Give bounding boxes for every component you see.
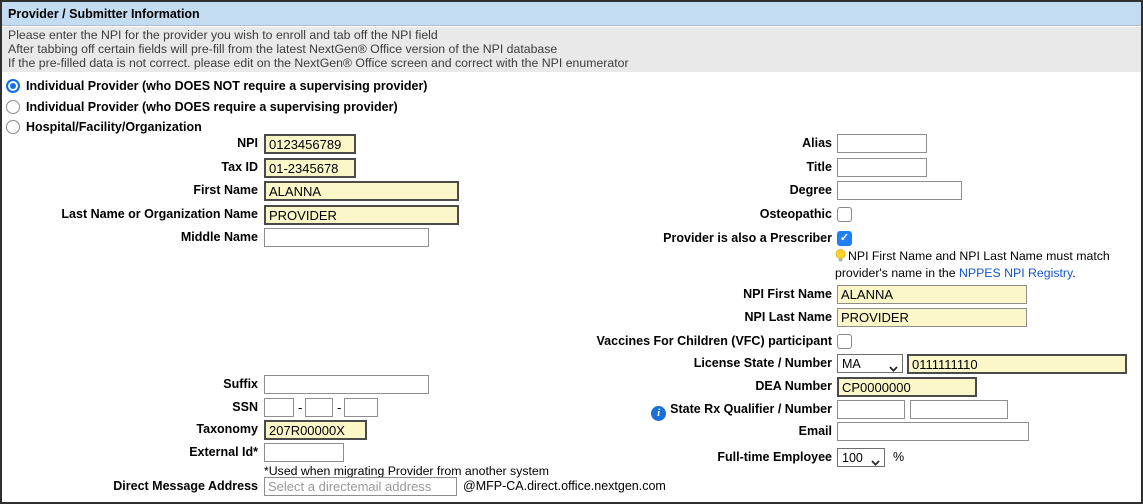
radio-button-icon[interactable] — [6, 79, 20, 93]
fte-value: 100 — [842, 450, 863, 465]
degree-label: Degree — [789, 183, 832, 197]
middle-name-label: Middle Name — [180, 230, 258, 244]
title-input[interactable] — [837, 158, 927, 177]
tax-id-label: Tax ID — [221, 160, 258, 174]
state-rx-number-input[interactable] — [910, 400, 1008, 419]
radio-button-icon[interactable] — [6, 100, 20, 114]
email-input[interactable] — [837, 422, 1029, 441]
page-title: Provider / Submitter Information — [8, 6, 200, 21]
radio-option-hospital-facility-organization[interactable]: Hospital/Facility/Organization — [6, 119, 202, 135]
instructions-block: Please enter the NPI for the provider yo… — [2, 27, 1141, 72]
npi-last-name-input[interactable] — [837, 308, 1027, 327]
direct-message-address-input[interactable] — [264, 477, 457, 496]
email-label: Email — [798, 424, 832, 438]
direct-message-domain-suffix: @MFP-CA.direct.office.nextgen.com — [463, 479, 666, 493]
fte-percent-unit: % — [893, 450, 905, 464]
npi-input[interactable] — [264, 134, 356, 154]
radio-option-individual-no-supervisor[interactable]: Individual Provider (who DOES NOT requir… — [6, 78, 427, 94]
radio-label: Hospital/Facility/Organization — [26, 120, 202, 134]
npi-first-name-label: NPI First Name — [743, 287, 832, 301]
ssn-part3-input[interactable] — [344, 398, 378, 417]
osteopathic-label: Osteopathic — [759, 207, 832, 221]
lightbulb-icon — [835, 249, 846, 266]
npi-label: NPI — [237, 136, 258, 150]
suffix-input[interactable] — [264, 375, 429, 394]
state-rx-qualifier-input[interactable] — [837, 400, 905, 419]
prescriber-checkbox[interactable]: ✓ — [837, 231, 852, 246]
vfc-participant-checkbox[interactable] — [837, 334, 852, 349]
alias-input[interactable] — [837, 134, 927, 153]
license-number-input[interactable] — [907, 354, 1127, 374]
title-label: Title — [806, 160, 832, 174]
radio-option-individual-with-supervisor[interactable]: Individual Provider (who DOES require a … — [6, 99, 398, 115]
state-rx-label-text: State Rx Qualifier / Number — [670, 402, 832, 416]
taxonomy-label: Taxonomy — [196, 422, 258, 436]
hint-line1: NPI First Name and NPI Last Name must ma… — [848, 249, 1110, 263]
direct-message-address-label: Direct Message Address — [113, 479, 258, 493]
first-name-input[interactable] — [264, 181, 459, 201]
instruction-line-1: Please enter the NPI for the provider yo… — [8, 28, 438, 42]
license-state-value: MA — [842, 356, 861, 371]
instruction-line-2: After tabbing off certain fields will pr… — [8, 41, 558, 56]
ssn-separator: - — [337, 400, 342, 415]
last-name-label: Last Name or Organization Name — [61, 207, 258, 221]
first-name-label: First Name — [193, 183, 258, 197]
panel-header: Provider / Submitter Information — [2, 2, 1141, 26]
npi-match-hint: NPI First Name and NPI Last Name must ma… — [835, 249, 1135, 281]
suffix-label: Suffix — [223, 377, 258, 391]
full-time-employee-select[interactable]: 100 — [837, 448, 885, 467]
radio-label: Individual Provider (who DOES NOT requir… — [26, 79, 428, 93]
state-rx-qualifier-label: i State Rx Qualifier / Number — [502, 400, 832, 421]
external-id-label: External Id* — [189, 445, 258, 459]
radio-button-icon[interactable] — [6, 120, 20, 134]
radio-label: Individual Provider (who DOES require a … — [26, 100, 398, 114]
instruction-line-3: If the pre-filled data is not correct. p… — [8, 55, 629, 70]
dea-number-label: DEA Number — [755, 379, 832, 393]
info-icon[interactable]: i — [651, 406, 667, 421]
prescriber-label: Provider is also a Prescriber — [663, 231, 832, 245]
external-id-note: *Used when migrating Provider from anoth… — [264, 464, 549, 478]
ssn-separator: - — [298, 400, 303, 415]
dea-number-input[interactable] — [837, 377, 977, 397]
nppes-npi-registry-link[interactable]: NPPES NPI Registry — [959, 266, 1073, 280]
chevron-down-icon — [889, 361, 898, 372]
ssn-part1-input[interactable] — [264, 398, 294, 417]
alias-label: Alias — [802, 136, 832, 150]
npi-last-name-label: NPI Last Name — [744, 310, 832, 324]
tax-id-input[interactable] — [264, 158, 356, 178]
license-state-number-label: License State / Number — [693, 356, 832, 370]
hint-line2-pre: provider's name in the — [835, 266, 960, 280]
ssn-label: SSN — [232, 400, 258, 414]
full-time-employee-label: Full-time Employee — [717, 450, 832, 464]
external-id-input[interactable] — [264, 443, 344, 462]
license-state-select[interactable]: MA — [837, 354, 903, 373]
npi-first-name-input[interactable] — [837, 285, 1027, 304]
ssn-part2-input[interactable] — [305, 398, 333, 417]
last-name-input[interactable] — [264, 205, 459, 225]
checkmark-icon: ✓ — [839, 232, 850, 244]
taxonomy-input[interactable] — [264, 420, 367, 440]
osteopathic-checkbox[interactable] — [837, 207, 852, 222]
middle-name-input[interactable] — [264, 228, 429, 247]
hint-line2-post: . — [1072, 266, 1076, 280]
degree-input[interactable] — [837, 181, 962, 200]
chevron-down-icon — [871, 455, 880, 466]
vfc-participant-label: Vaccines For Children (VFC) participant — [596, 334, 832, 348]
